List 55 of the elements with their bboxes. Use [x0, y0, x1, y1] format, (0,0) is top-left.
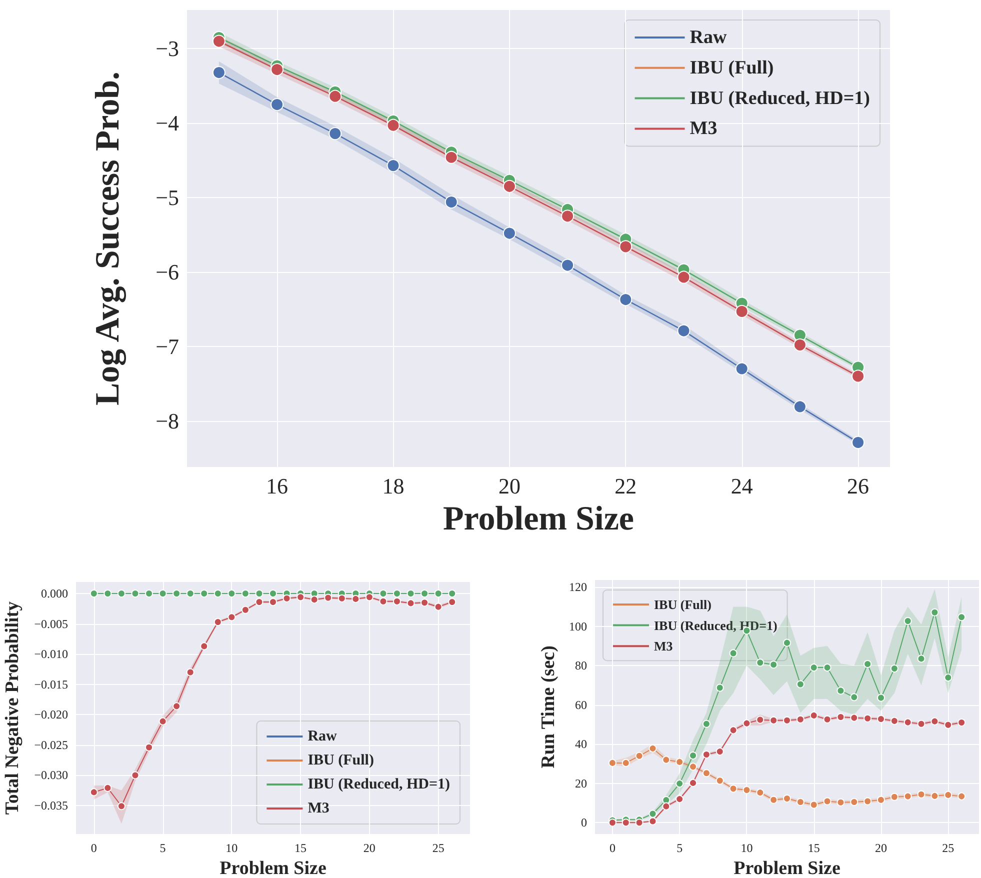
y-tick-label: −7: [156, 334, 179, 359]
x-tick-label: 0: [90, 841, 97, 855]
legend-label: IBU (Reduced, HD=1): [690, 88, 870, 109]
y-tick-label: 80: [575, 658, 587, 673]
y-axis-title: Log Avg. Success Prob.: [90, 71, 126, 406]
y-axis-title: Total Negative Probability: [2, 600, 23, 815]
y-tick-label: −0.010: [34, 647, 68, 662]
legend-label: IBU (Reduced, HD=1): [308, 776, 450, 792]
y-tick-label: −0.020: [34, 708, 68, 722]
x-tick-label: 25: [942, 841, 954, 855]
y-tick-label: −5: [156, 185, 179, 210]
legend-label: Raw: [308, 728, 338, 744]
y-tick-label: 0: [581, 816, 587, 830]
y-tick-label: 20: [575, 776, 587, 790]
y-tick-label: −4: [156, 110, 179, 136]
x-tick-label: 24: [730, 474, 753, 498]
legend-label: M3: [308, 800, 330, 816]
y-tick-label: −0.035: [34, 798, 68, 813]
legend-label: Raw: [690, 27, 727, 48]
legend-label: M3: [654, 638, 674, 654]
x-tick-label: 16: [266, 474, 288, 498]
y-tick-label: 40: [575, 737, 587, 752]
y-tick-label: −3: [156, 36, 179, 62]
y-tick-label: −6: [156, 259, 179, 284]
x-tick-label: 10: [740, 841, 753, 855]
legend-label: IBU (Full): [654, 597, 712, 612]
x-tick-label: 0: [609, 841, 616, 855]
x-tick-label: 20: [874, 841, 887, 855]
y-tick-label: −0.005: [34, 616, 68, 631]
x-tick-label: 20: [498, 474, 520, 498]
x-tick-label: 5: [160, 841, 166, 855]
legend-label: IBU (Full): [690, 57, 774, 78]
x-tick-label: 20: [363, 841, 376, 855]
y-tick-label: −0.015: [34, 677, 68, 692]
y-tick-label: 120: [569, 580, 587, 594]
y-tick-label: 60: [575, 698, 587, 712]
x-axis-title: Problem Size: [442, 500, 634, 538]
x-tick-label: 25: [432, 841, 444, 855]
x-tick-label: 10: [226, 841, 238, 855]
y-tick-label: −8: [156, 408, 179, 434]
y-tick-label: −0.030: [34, 768, 68, 782]
y-axis-title: Run Time (sec): [538, 646, 560, 768]
x-axis-title: Problem Size: [734, 858, 840, 878]
x-tick-label: 15: [294, 841, 307, 855]
x-tick-label: 18: [382, 474, 404, 498]
x-tick-label: 15: [808, 841, 820, 855]
x-tick-label: 26: [847, 474, 870, 498]
y-tick-label: 0.000: [41, 586, 68, 601]
x-axis-title: Problem Size: [220, 858, 326, 878]
x-tick-label: 22: [614, 474, 637, 498]
y-tick-label: 100: [569, 619, 587, 634]
legend-label: M3: [690, 118, 718, 140]
legend-label: IBU (Full): [308, 752, 374, 768]
y-tick-label: −0.025: [34, 738, 68, 752]
x-tick-label: 5: [676, 841, 683, 855]
